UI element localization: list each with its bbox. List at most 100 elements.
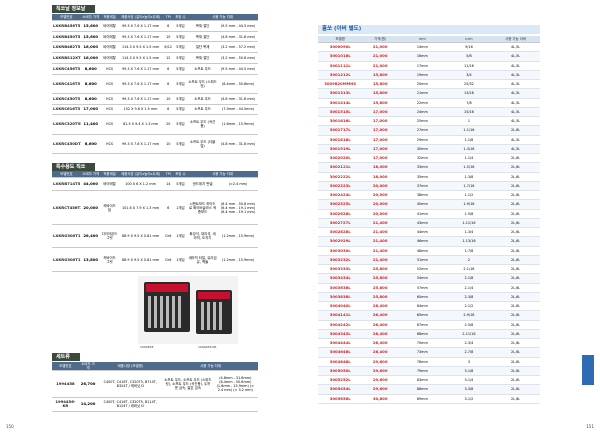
model-number: 3003030L — [318, 246, 363, 256]
cell: 2L,6L — [491, 255, 540, 266]
cell: 5개입 — [173, 63, 188, 75]
cell — [163, 397, 213, 413]
model-number: LXKRBS12XT5 — [52, 52, 81, 64]
cell: 1-1/8 — [446, 135, 492, 145]
cell: 2L,6L — [491, 384, 540, 395]
cell: 2-9/16 — [446, 310, 492, 321]
price: 17,000 — [362, 144, 398, 155]
cell: 19mm — [397, 70, 447, 81]
price: 26,400 — [80, 224, 101, 249]
model-number: 3001616L — [318, 116, 363, 127]
cell: 목재 절단 — [187, 31, 219, 43]
cell: 2-7/8 — [446, 347, 492, 358]
cell: 카바이드 그릿 — [100, 247, 119, 272]
cell: 60mm — [397, 292, 447, 303]
cell: (1.2mm - 15.9mm) — [218, 224, 258, 249]
cell: 2L,6L — [491, 329, 540, 340]
cell: (6.4 mm - 50.8 mm) (6.4 mm - 19.1 mm) (6… — [218, 190, 258, 225]
table-row: LXKRC456T5 8,600 HCS 99.3 X 7.6 X 1.17 mm 6 5… — [52, 63, 258, 75]
cell: 46mm — [397, 236, 447, 247]
price: 20,000 — [362, 181, 398, 192]
table-row: 3004444L 26,400 70mm 2-3/4 2L,6L — [318, 338, 540, 349]
table-row: 3002020L 17,000 32mm 1-1/4 2L,6L — [318, 153, 540, 164]
cell: 1-1/16 — [446, 125, 492, 136]
table-row: 3002323L 20,000 37mm 1-7/16 2L,6L — [318, 181, 540, 192]
price: 29,600 — [362, 366, 398, 377]
cell: HCS — [100, 93, 119, 105]
model-number: LXKRC450DT5 — [52, 134, 81, 155]
model-number: 3001212L — [318, 70, 363, 81]
model-number: 3004646L — [318, 347, 363, 358]
cell: 2L,6L — [491, 273, 540, 284]
table-row: 3002121L 18,000 33mm 1-5/16 2L,6L — [318, 162, 540, 173]
price: 29,600 — [362, 384, 398, 395]
cell: 1-13/16 — [446, 236, 492, 247]
cell: 57mm — [397, 283, 447, 293]
column-header: 모델번호 — [52, 171, 81, 178]
cell: 2L,6L — [491, 246, 540, 256]
cell: 10 — [162, 93, 174, 105]
cell: 20mm — [397, 79, 447, 90]
cell: 2L,6L — [491, 125, 540, 136]
table-row: 3002626L 20,000 41mm 1-5/8 2L,6L — [318, 209, 540, 219]
cell: 2L,6L — [491, 209, 540, 219]
page-number: 150 — [6, 424, 14, 429]
cell: 99.3 X 7.6 X 1.17 mm — [118, 74, 163, 94]
cell: 소프트 우드 (스피드 컷) — [187, 74, 219, 94]
cell: (3.2 mm - 50.8 mm) — [218, 52, 258, 64]
price: 15,600 — [80, 20, 101, 32]
cell: 2L,6L — [491, 375, 540, 386]
model-number: 3004040L — [318, 301, 363, 312]
cell: 5개입 — [173, 20, 188, 32]
cell: HCS — [100, 104, 119, 116]
table-row: 3009820MMHS 15,800 20mm 25/32 4L,5L — [318, 79, 540, 90]
model-number: LXKRB714T5 — [52, 177, 81, 192]
table-row: 3004848L 29,600 76mm 3 2L,6L — [318, 357, 540, 367]
cell: (6.4mm - 50.8mm) — [218, 74, 258, 94]
cell: 4L,5L — [491, 135, 540, 145]
price: 20,000 — [362, 190, 398, 201]
table-row: 3001313L 15,800 21mm 13/16 4L,5L — [318, 88, 540, 99]
cell: 52mm — [397, 264, 447, 275]
cell: 65mm — [397, 310, 447, 321]
cell: 바이메탈 — [100, 52, 119, 64]
model-number: LXKRG300T1 — [52, 247, 81, 272]
model-number: 3004444L — [318, 338, 363, 349]
price: 16,000 — [80, 52, 101, 64]
section-title: 홀쏘 (아버 별도) — [318, 25, 540, 34]
cell: 4L,5L — [491, 116, 540, 127]
cell: 79mm — [397, 366, 447, 377]
cell: (1.6mm - 15.9mm) — [218, 114, 258, 135]
cell: 2L,6L — [491, 153, 540, 164]
model-number: 3001818L — [318, 135, 363, 145]
cell: 1 — [446, 116, 492, 127]
price: 17,000 — [362, 125, 398, 136]
cell: 40mm — [397, 199, 447, 210]
table-row: 3005656L 30,800 89mm 3-1/2 2L,6L — [318, 394, 540, 404]
column-header: 사용 가능 자재 — [163, 362, 258, 371]
model-number: 3002222L — [318, 172, 363, 182]
cell: 1-5/16 — [446, 162, 492, 173]
cell: 35mm — [397, 172, 447, 182]
cell: (4.8 mm - 31.8 mm) — [218, 31, 258, 43]
table-row: 3001818L 17,000 29mm 1-1/8 4L,5L — [318, 135, 540, 145]
table-row: 3003333L 25,800 52mm 2-1/16 2L,6L — [318, 264, 540, 275]
table-row: 3002929L 21,400 46mm 1-13/16 2L,6L — [318, 236, 540, 247]
cell: 2L,6L — [491, 338, 540, 349]
cell: 3/4 — [446, 70, 492, 81]
cell: 1-3/4 — [446, 227, 492, 238]
cell: 2L,6L — [491, 310, 540, 321]
cell: 다이아몬드 그릿 — [100, 224, 119, 249]
cell: 1-9/16 — [446, 199, 492, 210]
cell: 5개입 — [173, 114, 188, 135]
table-row: LXKRC320T55 11,400 HCS 81.5 X 9.4 X 1.3 mm 2… — [52, 114, 258, 135]
cell: 25/32 — [446, 79, 492, 90]
model-number: 3003333L — [318, 264, 363, 275]
cell: 14mm — [397, 42, 447, 53]
header-row: 모델명 가격(원) mm inch 사용 가능 아버 — [318, 36, 540, 43]
column-header: 사용 가능 자재 — [187, 14, 258, 21]
column-header: inch — [446, 36, 492, 43]
cell: 소프트 우드 (더블 업) — [187, 134, 219, 155]
cell: 12 — [162, 52, 174, 64]
column-header: 모델번호 — [52, 362, 79, 371]
